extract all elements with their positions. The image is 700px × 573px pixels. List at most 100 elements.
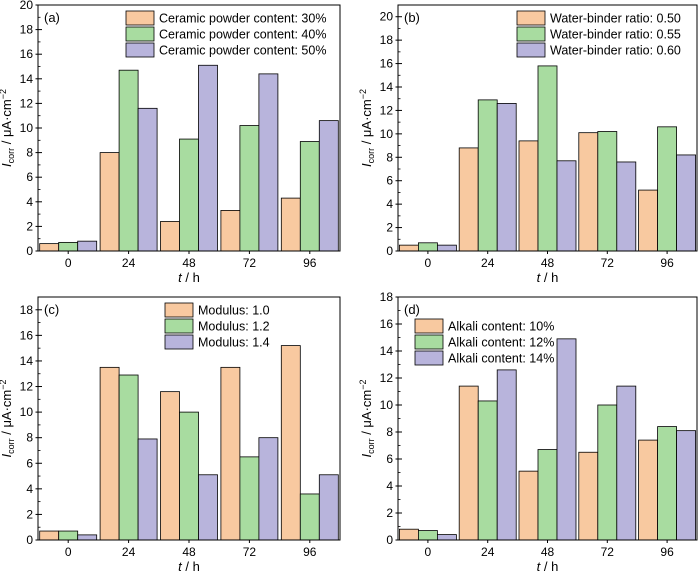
x-tick-label: 24 — [122, 545, 136, 559]
bar-a-s2-48 — [179, 138, 199, 252]
x-tick-label: 96 — [303, 545, 317, 559]
y-tick-label: 0 — [386, 533, 393, 547]
bar-c-s3-96 — [318, 474, 339, 541]
y-tick-label: 16 — [380, 317, 394, 331]
bar-b-s1-48 — [518, 140, 539, 252]
x-tick-label: 96 — [660, 256, 674, 270]
y-axis-label: Icorr / μA·cm−2 — [358, 379, 376, 457]
bar-a-s2-72 — [239, 125, 260, 252]
y-tick-label: 8 — [386, 425, 393, 439]
legend-entry: Water-binder ratio: 0.50 — [550, 12, 681, 26]
x-tick-label: 24 — [481, 256, 495, 270]
legend-entry: Water-binder ratio: 0.55 — [550, 28, 681, 42]
x-tick-label: 24 — [481, 545, 495, 559]
bar-d-s2-24 — [477, 400, 498, 541]
bar-b-s2-96 — [657, 126, 677, 252]
legend-swatch — [516, 10, 546, 26]
y-tick-label: 0 — [26, 533, 33, 547]
y-tick-label: 6 — [26, 456, 33, 470]
bar-a-s1-96 — [280, 197, 301, 252]
x-tick-label: 96 — [660, 545, 674, 559]
y-tick-label: 4 — [386, 197, 393, 211]
y-tick-label: 4 — [386, 479, 393, 493]
bar-b-s3-48 — [556, 160, 577, 252]
x-tick-label: 72 — [243, 545, 257, 559]
x-tick-label: 24 — [122, 256, 136, 270]
bar-a-s3-0 — [77, 240, 98, 252]
legend-swatch — [125, 42, 155, 58]
y-axis-label: Icorr / μA·cm−2 — [358, 89, 376, 167]
bar-a-s3-24 — [137, 107, 158, 252]
x-tick-label: 0 — [425, 256, 432, 270]
x-axis-label: t / h — [178, 559, 200, 573]
y-tick-label: 16 — [20, 47, 34, 61]
legend-entry: Modulus: 1.2 — [198, 320, 270, 334]
y-tick-label: 16 — [20, 328, 34, 342]
bar-d-s3-48 — [556, 338, 577, 541]
bar-d-s1-96 — [638, 439, 658, 541]
bar-d-s3-96 — [676, 430, 696, 541]
bar-d-s3-24 — [496, 369, 517, 541]
y-tick-label: 10 — [20, 121, 34, 135]
y-tick-label: 0 — [26, 244, 33, 258]
legend-entry: Modulus: 1.0 — [198, 304, 270, 318]
y-tick-label: 4 — [26, 482, 33, 496]
y-tick-label: 8 — [386, 150, 393, 164]
y-axis-label: Icorr / μA·cm−2 — [0, 379, 16, 457]
y-tick-label: 2 — [386, 221, 393, 235]
legend-entry: Alkali content: 10% — [448, 320, 554, 334]
y-tick-label: 6 — [386, 174, 393, 188]
bar-d-s2-96 — [657, 426, 677, 541]
y-tick-label: 18 — [20, 303, 34, 317]
legend-entry: Ceramic powder content: 40% — [159, 28, 326, 42]
bar-b-s3-96 — [676, 154, 696, 252]
y-tick-label: 12 — [20, 96, 34, 110]
bar-c-s1-48 — [160, 391, 180, 541]
panel-label: (d) — [404, 302, 420, 317]
y-tick-label: 14 — [380, 344, 394, 358]
legend-swatch — [164, 302, 194, 318]
bar-a-s1-48 — [160, 221, 180, 252]
panel-label: (b) — [404, 10, 420, 25]
bar-b-s1-24 — [458, 147, 479, 252]
y-tick-label: 14 — [20, 354, 34, 368]
legend-swatch — [125, 26, 155, 42]
y-tick-label: 10 — [380, 127, 394, 141]
bar-b-s2-0 — [417, 242, 438, 252]
bar-a-s1-0 — [39, 243, 60, 252]
legend-swatch — [414, 350, 444, 366]
bar-c-s2-0 — [58, 530, 79, 541]
y-tick-label: 12 — [380, 103, 394, 117]
x-tick-label: 0 — [65, 256, 72, 270]
y-tick-label: 14 — [20, 72, 34, 86]
bar-d-s2-48 — [537, 449, 558, 541]
bar-d-s1-72 — [578, 451, 599, 541]
bar-c-s1-0 — [39, 530, 60, 541]
bar-b-s3-0 — [436, 244, 457, 252]
bar-b-s3-24 — [496, 103, 517, 252]
bar-a-s2-96 — [299, 141, 320, 252]
bar-d-s1-48 — [518, 470, 539, 541]
legend-swatch — [125, 10, 155, 26]
bar-c-s1-24 — [99, 366, 120, 541]
x-tick-label: 0 — [425, 545, 432, 559]
bar-a-s3-72 — [258, 73, 279, 252]
bar-b-s1-72 — [578, 132, 599, 252]
y-tick-label: 8 — [26, 431, 33, 445]
y-tick-label: 2 — [26, 219, 33, 233]
legend-swatch — [516, 26, 546, 42]
bar-a-s3-96 — [318, 120, 339, 252]
bar-c-s3-48 — [198, 474, 218, 541]
x-tick-label: 48 — [182, 256, 196, 270]
bar-d-s1-24 — [458, 385, 479, 541]
y-tick-label: 2 — [386, 506, 393, 520]
y-tick-label: 10 — [380, 398, 394, 412]
bar-b-s2-72 — [597, 131, 618, 252]
bar-c-s3-24 — [137, 438, 158, 541]
bar-a-s1-24 — [99, 152, 120, 252]
y-tick-label: 18 — [20, 23, 34, 37]
